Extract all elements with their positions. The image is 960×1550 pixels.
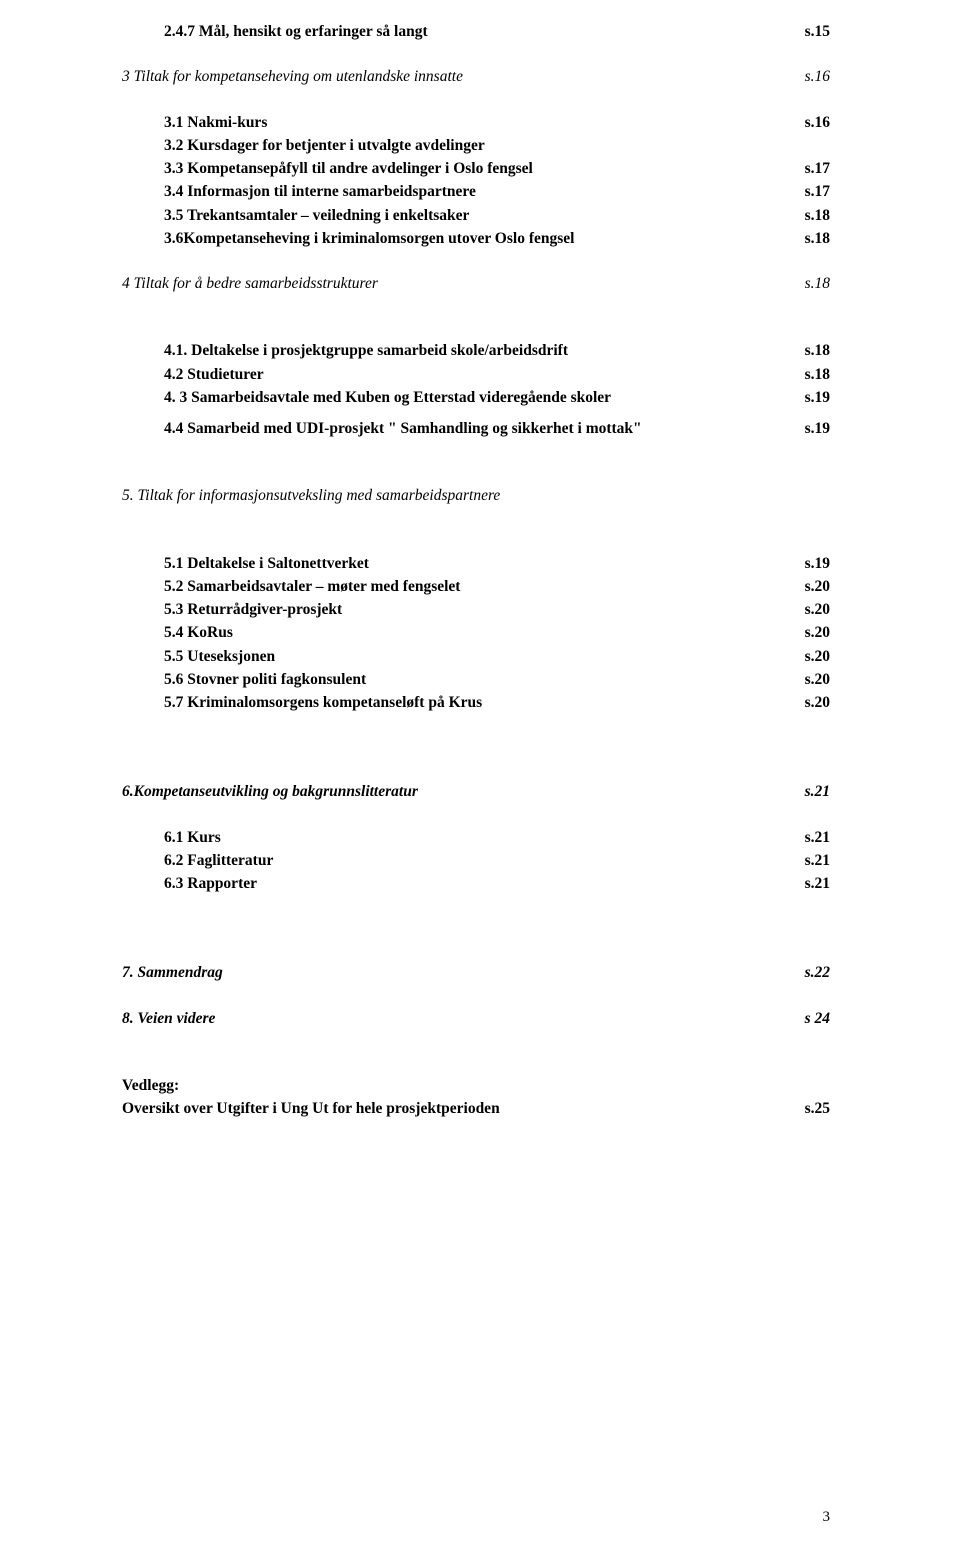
toc-label: 3.6Kompetanseheving i kriminalomsorgen u… [164, 227, 793, 250]
toc-entry: 5.3 Returrådgiver-prosjekt s.20 [122, 598, 830, 621]
toc-label: 2.4.7 Mål, hensikt og erfaringer så lang… [164, 20, 793, 43]
spacer [122, 895, 830, 961]
toc-entry: 5.5 Uteseksjonen s.20 [122, 645, 830, 668]
spacer [122, 714, 830, 780]
toc-page: s.21 [793, 826, 830, 849]
toc-label: 5. Tiltak for informasjonsutveksling med… [122, 484, 818, 507]
toc-label: 4. 3 Samarbeidsavtale med Kuben og Etter… [164, 386, 793, 409]
toc-label: 4.4 Samarbeid med UDI-prosjekt " Samhand… [164, 417, 793, 440]
toc-page: s 24 [793, 1007, 830, 1030]
toc-page: s.20 [793, 668, 830, 691]
toc-entry: 4.4 Samarbeid med UDI-prosjekt " Samhand… [122, 417, 830, 440]
spacer [122, 440, 830, 484]
toc-section: 3 Tiltak for kompetanseheving om utenlan… [122, 65, 830, 88]
toc-label: 3.2 Kursdager for betjenter i utvalgte a… [164, 134, 818, 157]
toc-label: 3.3 Kompetansepåfyll til andre avdelinge… [164, 157, 793, 180]
toc-page: s.18 [793, 204, 830, 227]
toc-page: s.19 [793, 552, 830, 575]
toc-label: 5.1 Deltakelse i Saltonettverket [164, 552, 793, 575]
spacer [122, 985, 830, 1007]
toc-entry: 6.1 Kurs s.21 [122, 826, 830, 849]
toc-entry: 5.7 Kriminalomsorgens kompetanseløft på … [122, 691, 830, 714]
toc-entry: 6.3 Rapporter s.21 [122, 872, 830, 895]
toc-section: 4 Tiltak for å bedre samarbeidsstrukture… [122, 272, 830, 295]
toc-entry: 4. 3 Samarbeidsavtale med Kuben og Etter… [122, 386, 830, 409]
toc-page: s.20 [793, 621, 830, 644]
toc-page: s.16 [793, 111, 830, 134]
toc-page: s.21 [793, 780, 830, 803]
toc-label: 5.3 Returrådgiver-prosjekt [164, 598, 793, 621]
toc-page: s.20 [793, 575, 830, 598]
toc-page: s.20 [793, 598, 830, 621]
toc-entry: 3.2 Kursdager for betjenter i utvalgte a… [122, 134, 830, 157]
toc-label: 8. Veien videre [122, 1007, 793, 1030]
toc-label: 5.2 Samarbeidsavtaler – møter med fengse… [164, 575, 793, 598]
spacer [122, 43, 830, 65]
toc-section: 5. Tiltak for informasjonsutveksling med… [122, 484, 830, 507]
toc-label: Oversikt over Utgifter i Ung Ut for hele… [122, 1097, 793, 1120]
toc-label: 7. Sammendrag [122, 961, 793, 984]
toc-label: 4 Tiltak for å bedre samarbeidsstrukture… [122, 272, 793, 295]
spacer [122, 1030, 830, 1074]
toc-label: 5.5 Uteseksjonen [164, 645, 793, 668]
toc-page: s.18 [793, 363, 830, 386]
toc-label: 4.1. Deltakelse i prosjektgruppe samarbe… [164, 339, 793, 362]
toc-entry: 4.2 Studieturer s.18 [122, 363, 830, 386]
toc-entry: 6.2 Faglitteratur s.21 [122, 849, 830, 872]
toc-section: 6.Kompetanseutvikling og bakgrunnslitter… [122, 780, 830, 803]
toc-label: 3.1 Nakmi-kurs [164, 111, 793, 134]
toc-page: s.15 [793, 20, 830, 43]
toc-entry: Vedlegg: [122, 1074, 830, 1097]
toc-page: s.21 [793, 872, 830, 895]
spacer [122, 295, 830, 339]
toc-label: 3.5 Trekantsamtaler – veiledning i enkel… [164, 204, 793, 227]
toc-page: s.20 [793, 645, 830, 668]
toc-page: s.19 [793, 386, 830, 409]
toc-entry: Oversikt over Utgifter i Ung Ut for hele… [122, 1097, 830, 1120]
spacer [122, 804, 830, 826]
spacer [122, 508, 830, 552]
toc-section: 8. Veien videre s 24 [122, 1007, 830, 1030]
toc-label: 3.4 Informasjon til interne samarbeidspa… [164, 180, 793, 203]
toc-page: s.16 [793, 65, 830, 88]
toc-section: 7. Sammendrag s.22 [122, 961, 830, 984]
toc-label: 4.2 Studieturer [164, 363, 793, 386]
toc-page: s.25 [793, 1097, 830, 1120]
toc-page: s.18 [793, 339, 830, 362]
toc-entry: 2.4.7 Mål, hensikt og erfaringer så lang… [122, 20, 830, 43]
toc-entry: 3.5 Trekantsamtaler – veiledning i enkel… [122, 204, 830, 227]
toc-page: s.18 [793, 272, 830, 295]
toc-page: s.17 [793, 157, 830, 180]
toc-label: 6.3 Rapporter [164, 872, 793, 895]
toc-page: s.17 [793, 180, 830, 203]
toc-label: 3 Tiltak for kompetanseheving om utenlan… [122, 65, 793, 88]
toc-label: 5.6 Stovner politi fagkonsulent [164, 668, 793, 691]
toc-label: 6.1 Kurs [164, 826, 793, 849]
spacer [122, 409, 830, 417]
toc-page: s.22 [793, 961, 830, 984]
toc-page: s.19 [793, 417, 830, 440]
toc-page: s.21 [793, 849, 830, 872]
toc-page: s.20 [793, 691, 830, 714]
page-number: 3 [823, 1509, 831, 1526]
spacer [122, 250, 830, 272]
toc-entry: 5.1 Deltakelse i Saltonettverket s.19 [122, 552, 830, 575]
toc-entry: 3.6Kompetanseheving i kriminalomsorgen u… [122, 227, 830, 250]
toc-entry: 3.3 Kompetansepåfyll til andre avdelinge… [122, 157, 830, 180]
toc-entry: 5.4 KoRus s.20 [122, 621, 830, 644]
toc-label: 5.4 KoRus [164, 621, 793, 644]
toc-label: Vedlegg: [122, 1074, 818, 1097]
spacer [122, 89, 830, 111]
toc-entry: 5.2 Samarbeidsavtaler – møter med fengse… [122, 575, 830, 598]
toc-entry: 3.4 Informasjon til interne samarbeidspa… [122, 180, 830, 203]
toc-label: 6.2 Faglitteratur [164, 849, 793, 872]
toc-entry: 3.1 Nakmi-kurs s.16 [122, 111, 830, 134]
toc-label: 6.Kompetanseutvikling og bakgrunnslitter… [122, 780, 793, 803]
toc-entry: 4.1. Deltakelse i prosjektgruppe samarbe… [122, 339, 830, 362]
toc-label: 5.7 Kriminalomsorgens kompetanseløft på … [164, 691, 793, 714]
toc-entry: 5.6 Stovner politi fagkonsulent s.20 [122, 668, 830, 691]
document-page: 2.4.7 Mål, hensikt og erfaringer så lang… [0, 0, 960, 1550]
toc-page: s.18 [793, 227, 830, 250]
